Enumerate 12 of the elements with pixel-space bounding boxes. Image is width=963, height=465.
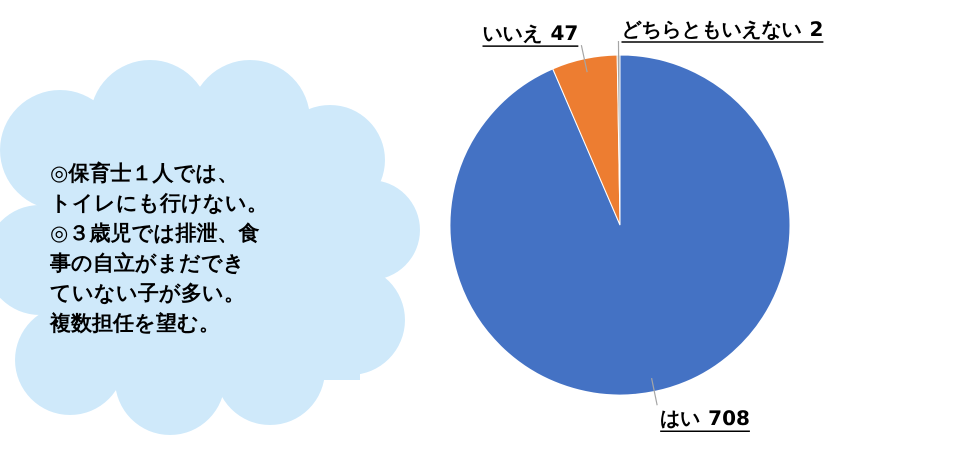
text: 事の自立がまだでき	[49, 251, 245, 275]
text: トイレにも行けない。	[50, 191, 268, 215]
text: ◎３歳児では排泄、食	[50, 221, 260, 245]
text: ◎保育士１人では、	[50, 161, 238, 185]
data-label: 47	[550, 21, 578, 46]
text: 複数担任を望む。	[49, 311, 220, 335]
slice-label: どちらともいえない	[621, 17, 802, 42]
data-label: 2	[809, 17, 824, 42]
slice-label: いいえ	[482, 21, 542, 46]
slice-label: はい	[660, 406, 700, 430]
data-label: 708	[708, 406, 750, 430]
text: ていない子が多い。	[50, 281, 245, 305]
